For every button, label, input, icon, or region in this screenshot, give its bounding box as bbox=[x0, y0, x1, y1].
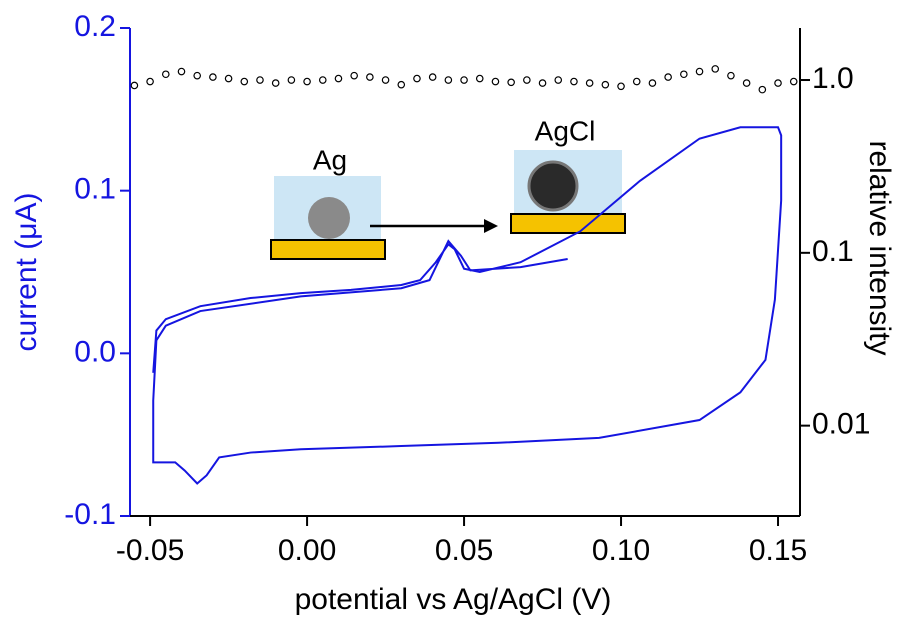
y2-tick-label: 0.1 bbox=[812, 235, 854, 268]
inset-substrate bbox=[510, 213, 626, 234]
cv-curve bbox=[152, 126, 783, 485]
x-tick-label: 0.00 bbox=[278, 534, 336, 567]
marker bbox=[209, 73, 217, 81]
y2-axis-label: relative intensity bbox=[863, 140, 896, 355]
marker bbox=[570, 77, 578, 86]
marker bbox=[742, 79, 751, 87]
marker bbox=[632, 77, 641, 86]
marker bbox=[130, 81, 139, 90]
marker bbox=[460, 76, 468, 84]
marker bbox=[350, 71, 358, 80]
marker bbox=[491, 77, 500, 86]
marker bbox=[161, 70, 170, 79]
marker bbox=[146, 77, 154, 86]
marker bbox=[523, 76, 531, 84]
marker bbox=[648, 79, 657, 87]
marker bbox=[601, 80, 610, 89]
inset: Ag AgCl bbox=[270, 115, 626, 260]
marker bbox=[774, 79, 782, 87]
x-tick-label: 0.10 bbox=[592, 534, 650, 567]
marker bbox=[727, 71, 735, 80]
marker bbox=[711, 65, 720, 73]
marker bbox=[193, 71, 201, 80]
y2-tick-label: 1.0 bbox=[812, 62, 854, 95]
marker bbox=[428, 73, 437, 81]
inset-label: Ag bbox=[313, 144, 347, 175]
marker bbox=[758, 85, 767, 94]
inset-arrowhead bbox=[484, 219, 498, 233]
marker bbox=[318, 76, 327, 84]
inset-ag-particle bbox=[308, 197, 350, 239]
marker bbox=[554, 76, 563, 84]
y-tick-label: 0.2 bbox=[74, 10, 116, 43]
marker bbox=[789, 77, 798, 86]
marker bbox=[680, 70, 688, 79]
marker bbox=[444, 76, 453, 84]
inset-agcl-particle bbox=[527, 160, 579, 212]
marker bbox=[413, 74, 421, 83]
marker bbox=[538, 79, 547, 87]
marker bbox=[334, 74, 343, 83]
marker bbox=[287, 76, 296, 84]
marker bbox=[224, 74, 233, 83]
y-axis-label: current (μA) bbox=[10, 193, 43, 352]
marker bbox=[381, 76, 390, 84]
marker bbox=[397, 80, 406, 89]
inset-label: AgCl bbox=[535, 115, 596, 146]
inset-substrate bbox=[270, 239, 386, 260]
marker bbox=[240, 77, 249, 86]
x-tick-label: 0.05 bbox=[435, 534, 493, 567]
y-tick-label: 0.0 bbox=[74, 335, 116, 368]
marker bbox=[585, 79, 594, 87]
marker bbox=[617, 82, 625, 91]
marker bbox=[475, 74, 484, 83]
y-tick-label: -0.1 bbox=[64, 498, 116, 531]
y2-tick-label: 0.01 bbox=[812, 408, 870, 441]
marker bbox=[664, 73, 672, 81]
marker bbox=[695, 67, 704, 76]
x-tick-label: 0.15 bbox=[749, 534, 807, 567]
marker bbox=[507, 78, 515, 87]
marker bbox=[303, 77, 311, 86]
marker bbox=[366, 73, 374, 81]
marker bbox=[271, 79, 280, 87]
marker bbox=[256, 76, 264, 84]
x-axis-label: potential vs Ag/AgCl (V) bbox=[295, 583, 612, 616]
marker bbox=[177, 67, 186, 76]
x-tick-label: -0.05 bbox=[116, 534, 184, 567]
y-tick-label: 0.1 bbox=[74, 173, 116, 206]
